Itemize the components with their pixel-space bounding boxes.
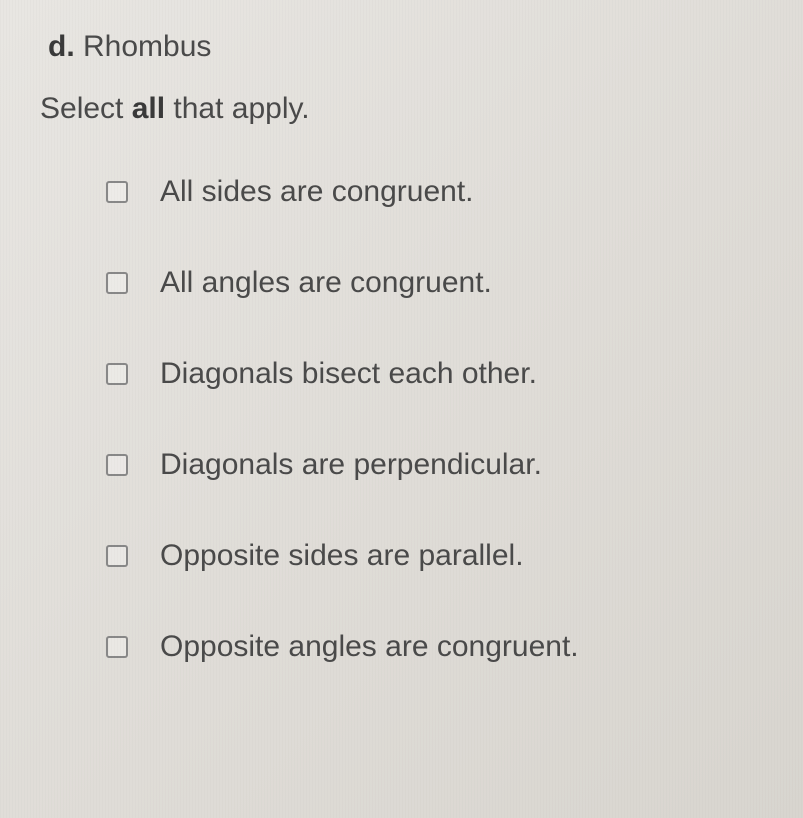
option-row: Opposite sides are parallel. xyxy=(106,538,755,574)
question-label: d. Rhombus xyxy=(48,30,755,64)
checkbox[interactable] xyxy=(106,636,128,658)
option-label: Diagonals are perpendicular. xyxy=(160,447,542,483)
option-label: Opposite angles are congruent. xyxy=(160,629,579,665)
option-row: Diagonals bisect each other. xyxy=(106,356,755,392)
option-label: Diagonals bisect each other. xyxy=(160,356,537,392)
checkbox[interactable] xyxy=(106,454,128,476)
question-title: Rhombus xyxy=(83,30,211,63)
instruction-text: Select all that apply. xyxy=(40,92,755,126)
question-prefix: d. xyxy=(48,30,75,63)
option-row: Opposite angles are congruent. xyxy=(106,629,755,665)
checkbox[interactable] xyxy=(106,545,128,567)
checkbox[interactable] xyxy=(106,272,128,294)
option-label: Opposite sides are parallel. xyxy=(160,538,524,574)
option-row: All sides are congruent. xyxy=(106,174,755,210)
options-list: All sides are congruent. All angles are … xyxy=(48,174,755,665)
option-label: All angles are congruent. xyxy=(160,265,492,301)
instruction-post: that apply. xyxy=(165,92,310,125)
checkbox[interactable] xyxy=(106,181,128,203)
option-label: All sides are congruent. xyxy=(160,174,474,210)
instruction-bold: all xyxy=(132,92,165,125)
option-row: All angles are congruent. xyxy=(106,265,755,301)
option-row: Diagonals are perpendicular. xyxy=(106,447,755,483)
checkbox[interactable] xyxy=(106,363,128,385)
instruction-pre: Select xyxy=(40,92,132,125)
